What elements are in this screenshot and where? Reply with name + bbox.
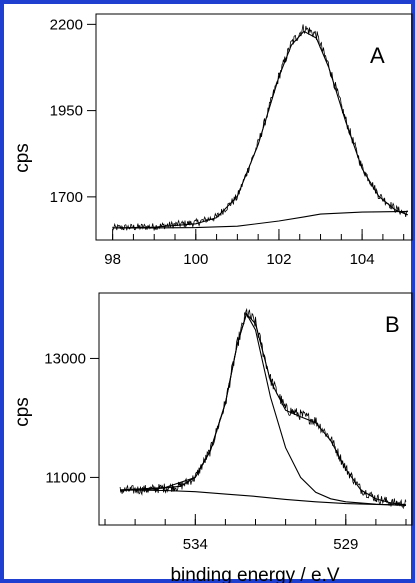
panel-b-series <box>119 307 407 510</box>
panel-a-background-curve <box>112 210 408 229</box>
panel-a-x-tick-label: 98 <box>104 251 121 268</box>
panel-a-y-axis-label: cps <box>12 143 33 173</box>
panel-b-measured-trace <box>119 307 407 510</box>
panel-b-ticks: 534 529 11000 13000 <box>44 350 407 553</box>
panel-b-y-tick-label: 13000 <box>44 350 86 367</box>
panel-b-x-axis-label: binding energy / e.V <box>170 565 339 583</box>
panel-a-x-tick-label: 100 <box>183 251 208 268</box>
panel-b-y-axis-label: cps <box>12 397 33 427</box>
panel-a-fit-curve <box>112 30 408 229</box>
panel-a-measured-trace <box>112 24 409 232</box>
panel-a-x-tick-label: 102 <box>266 251 291 268</box>
panel-a-series <box>112 24 409 232</box>
panel-a-plot-frame <box>95 13 413 241</box>
panel-a-y-tick-label: 1700 <box>50 189 83 206</box>
panel-b: B cps binding energy / e.V 534 529 11000 13… <box>12 292 413 583</box>
panel-b-component-curve <box>120 312 407 506</box>
panel-a-y-tick-label: 2200 <box>50 16 83 33</box>
panel-a-x-tick-label: 104 <box>350 251 375 268</box>
panel-a: A cps 98 100 102 104 1700 1950 2200 <box>12 13 413 268</box>
panel-a-y-tick-label: 1950 <box>50 103 83 120</box>
panel-b-x-tick-label: 529 <box>333 536 358 553</box>
panel-b-background-curve <box>120 489 407 506</box>
panel-a-ticks: 98 100 102 104 1700 1950 2200 <box>50 16 405 268</box>
panel-b-x-tick-label: 534 <box>183 536 208 553</box>
panel-b-y-tick-label: 11000 <box>45 469 86 486</box>
panel-b-letter: B <box>385 312 400 337</box>
panel-a-letter: A <box>370 43 385 68</box>
